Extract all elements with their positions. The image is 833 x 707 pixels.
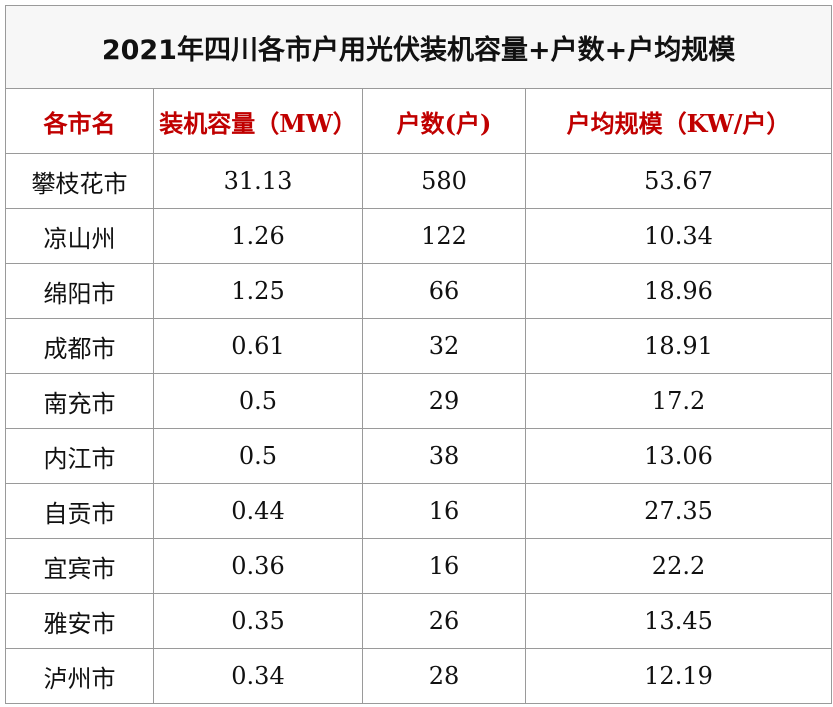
value-cell: 28 bbox=[362, 648, 526, 704]
value-cell: 0.5 bbox=[153, 373, 363, 429]
value-cell: 38 bbox=[362, 428, 526, 484]
city-cell: 凉山州 bbox=[5, 208, 154, 264]
value-cell: 580 bbox=[362, 153, 526, 209]
value-cell: 0.61 bbox=[153, 318, 363, 374]
city-cell: 自贡市 bbox=[5, 483, 154, 539]
value-cell: 1.26 bbox=[153, 208, 363, 264]
value-cell: 29 bbox=[362, 373, 526, 429]
data-row: 宜宾市 0.36 16 22.2 bbox=[5, 538, 833, 594]
value-cell: 1.25 bbox=[153, 263, 363, 319]
data-row: 攀枝花市 31.13 580 53.67 bbox=[5, 153, 833, 209]
value-cell: 18.91 bbox=[524, 318, 833, 374]
data-row: 自贡市 0.44 16 27.35 bbox=[5, 483, 833, 539]
city-cell: 攀枝花市 bbox=[5, 153, 154, 209]
header-cell: 户数(户) bbox=[362, 88, 526, 154]
header-cell: 装机容量（MW） bbox=[153, 88, 363, 154]
city-cell: 绵阳市 bbox=[5, 263, 154, 319]
value-cell: 0.35 bbox=[153, 593, 363, 649]
city-cell: 成都市 bbox=[5, 318, 154, 374]
header-cell: 户均规模（KW/户） bbox=[524, 88, 833, 154]
data-row: 雅安市 0.35 26 13.45 bbox=[5, 593, 833, 649]
value-cell: 22.2 bbox=[524, 538, 833, 594]
value-cell: 18.96 bbox=[524, 263, 833, 319]
data-table: 2021年四川各市户用光伏装机容量+户数+户均规模 各市名 装机容量（MW） 户数(… bbox=[4, 5, 833, 704]
data-row: 内江市 0.5 38 13.06 bbox=[5, 428, 833, 484]
value-cell: 122 bbox=[362, 208, 526, 264]
data-row: 南充市 0.5 29 17.2 bbox=[5, 373, 833, 429]
data-row: 泸州市 0.34 28 12.19 bbox=[5, 648, 833, 704]
value-cell: 13.45 bbox=[524, 593, 833, 649]
table-body: 2021年四川各市户用光伏装机容量+户数+户均规模 各市名 装机容量（MW） 户数(… bbox=[4, 5, 833, 704]
city-cell: 南充市 bbox=[5, 373, 154, 429]
value-cell: 27.35 bbox=[524, 483, 833, 539]
value-cell: 16 bbox=[362, 538, 526, 594]
city-cell: 雅安市 bbox=[5, 593, 154, 649]
city-cell: 宜宾市 bbox=[5, 538, 154, 594]
value-cell: 53.67 bbox=[524, 153, 833, 209]
city-cell: 泸州市 bbox=[5, 648, 154, 704]
header-cell: 各市名 bbox=[5, 88, 154, 154]
data-row: 绵阳市 1.25 66 18.96 bbox=[5, 263, 833, 319]
value-cell: 12.19 bbox=[524, 648, 833, 704]
value-cell: 17.2 bbox=[524, 373, 833, 429]
value-cell: 0.44 bbox=[153, 483, 363, 539]
table-title: 2021年四川各市户用光伏装机容量+户数+户均规模 bbox=[4, 5, 833, 89]
value-cell: 32 bbox=[362, 318, 526, 374]
value-cell: 26 bbox=[362, 593, 526, 649]
value-cell: 31.13 bbox=[153, 153, 363, 209]
value-cell: 66 bbox=[362, 263, 526, 319]
title-row: 2021年四川各市户用光伏装机容量+户数+户均规模 bbox=[4, 5, 833, 89]
value-cell: 0.36 bbox=[153, 538, 363, 594]
value-cell: 0.34 bbox=[153, 648, 363, 704]
data-row: 凉山州 1.26 122 10.34 bbox=[5, 208, 833, 264]
value-cell: 10.34 bbox=[524, 208, 833, 264]
header-row: 各市名 装机容量（MW） 户数(户) 户均规模（KW/户） bbox=[5, 88, 833, 154]
value-cell: 0.5 bbox=[153, 428, 363, 484]
city-cell: 内江市 bbox=[5, 428, 154, 484]
value-cell: 13.06 bbox=[524, 428, 833, 484]
value-cell: 16 bbox=[362, 483, 526, 539]
data-row: 成都市 0.61 32 18.91 bbox=[5, 318, 833, 374]
